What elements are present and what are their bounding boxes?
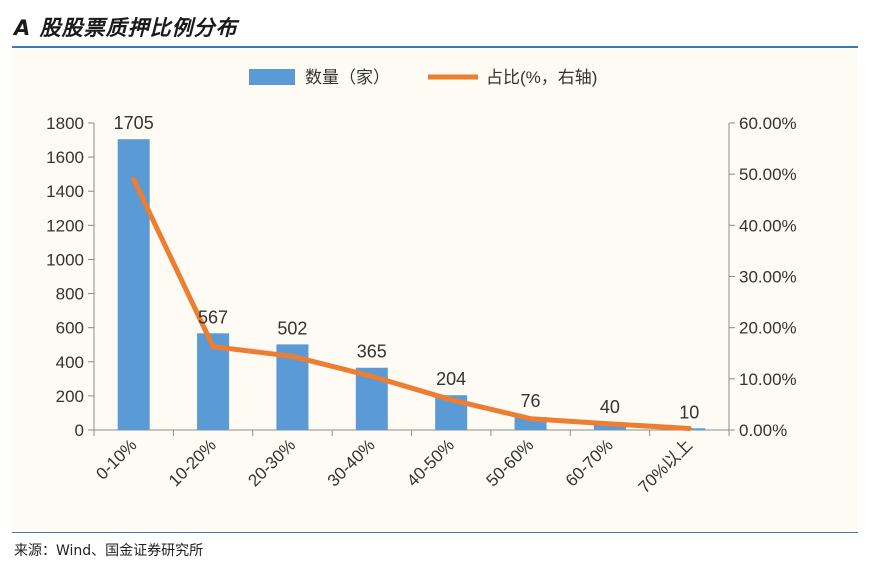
x-axis-category-label: 40-50% [403, 435, 458, 490]
left-axis-tick-label: 200 [56, 387, 84, 406]
bar-series [117, 139, 706, 431]
bar [117, 139, 150, 431]
line-point [530, 418, 532, 420]
left-axis-tick-label: 600 [56, 319, 84, 338]
legend-swatch-bar [249, 69, 295, 85]
bar-data-label: 1705 [114, 113, 154, 133]
left-axis-tick-label: 1200 [46, 216, 84, 235]
line-path [131, 176, 692, 431]
x-axis-category-label: 0-10% [92, 435, 140, 483]
plot-panel: 数量（家） 占比(%，右轴) 0 200 400 600 800 1000 1200 1400 1… [12, 48, 858, 531]
x-axis-category-label: 60-70% [562, 435, 617, 490]
left-axis-tick-label: 400 [56, 353, 84, 372]
legend: 数量（家） 占比(%，右轴) [249, 68, 597, 87]
bar-data-label: 10 [679, 402, 699, 422]
line-point [371, 375, 373, 377]
right-axis-tick-label: 40.00% [739, 216, 797, 235]
line-point [212, 346, 214, 348]
right-axis-tick-label: 50.00% [739, 165, 797, 184]
line-point [609, 423, 611, 425]
left-axis-tick-label: 1000 [46, 250, 84, 269]
bar [593, 423, 626, 430]
bar-data-label: 40 [600, 397, 620, 417]
x-axis-category-label: 30-40% [324, 435, 379, 490]
legend-label-line: 占比(%，右轴) [486, 68, 597, 87]
left-axis-tick-label: 800 [56, 285, 84, 304]
figure-title: A 股股票质押比例分布 [14, 16, 238, 40]
footer-rule [12, 532, 858, 533]
right-axis-tick-label: 0.00% [739, 421, 787, 440]
line-point [688, 427, 690, 429]
title-rule [12, 46, 858, 48]
right-axis-tick-label: 20.00% [739, 319, 797, 338]
left-axis-tick-label: 1600 [46, 148, 84, 167]
left-axis-tick-label: 1400 [46, 182, 84, 201]
x-axis-category-label: 70%以上 [635, 435, 697, 497]
left-y-axis: 0 200 400 600 800 1000 1200 1400 1600 1800 [46, 114, 95, 440]
right-axis-tick-label: 60.00% [739, 114, 797, 133]
x-axis: 0-10% 10-20% 20-30% 30-40% 40-50% 50-60% 60-70… [92, 429, 730, 497]
left-axis-tick-label: 0 [75, 421, 84, 440]
left-axis-tick-label: 1800 [46, 114, 84, 133]
right-axis-tick-label: 10.00% [739, 370, 797, 389]
bar-data-label: 76 [521, 391, 541, 411]
line-point [133, 178, 135, 180]
x-axis-category-label: 20-30% [244, 435, 299, 490]
combo-chart: 数量（家） 占比(%，右轴) 0 200 400 600 800 1000 1200 1400 1… [46, 68, 797, 497]
source-note: 来源：Wind、国金证券研究所 [14, 543, 204, 559]
data-labels: 1705 567 502 365 204 76 40 10 [114, 113, 700, 422]
x-axis-category-label: 10-20% [165, 435, 220, 490]
bar-data-label: 567 [198, 307, 228, 327]
bar-data-label: 365 [357, 342, 387, 362]
legend-label-bar: 数量（家） [305, 68, 390, 87]
line-point [291, 355, 293, 357]
right-y-axis: 0.00% 10.00% 20.00% 30.00% 40.00% 50.00% 60.00… [728, 114, 797, 440]
right-axis-tick-label: 30.00% [739, 268, 797, 287]
x-axis-category-label: 50-60% [483, 435, 538, 490]
line-point [450, 399, 452, 401]
line-series [131, 176, 692, 431]
bar-data-label: 204 [436, 369, 466, 389]
bar-data-label: 502 [277, 318, 307, 338]
